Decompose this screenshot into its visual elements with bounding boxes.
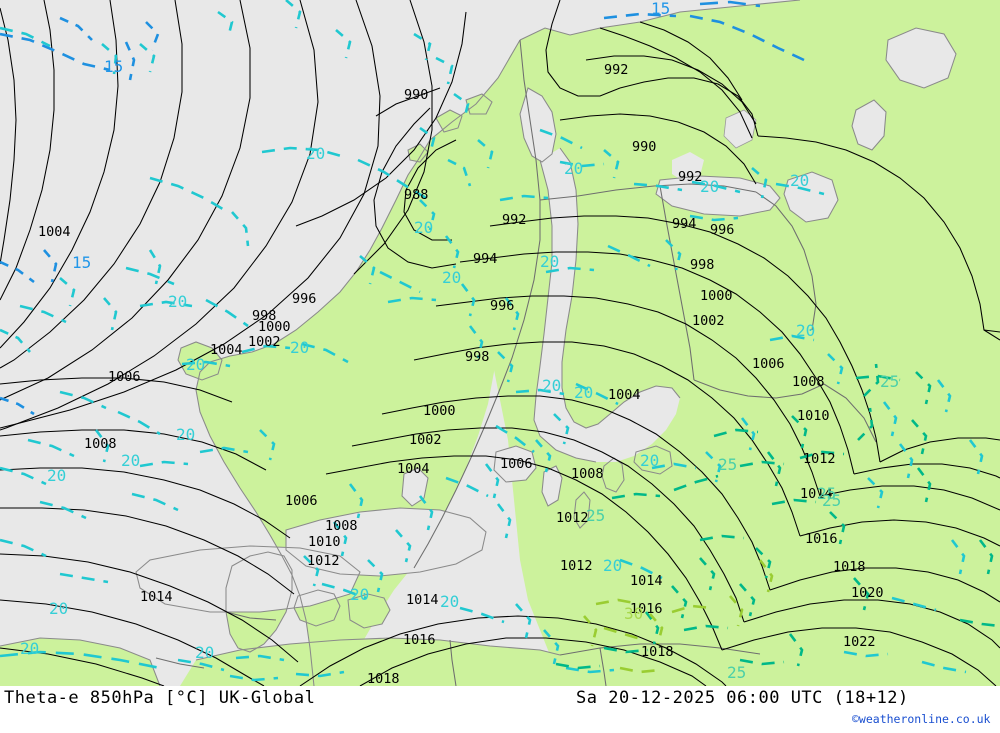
- isobar-label: 1008: [792, 374, 825, 390]
- isobar-label: 1006: [500, 456, 533, 472]
- theta-e-label-15: 15: [72, 253, 91, 272]
- isobar-label: 998: [690, 257, 714, 273]
- theta-e-label-20: 20: [350, 585, 369, 604]
- theta-e-label-20: 20: [186, 355, 205, 374]
- theta-e-label-20: 20: [47, 466, 66, 485]
- theta-e-label-20: 20: [306, 144, 325, 163]
- theta-e-label-25: 25: [718, 455, 737, 474]
- isobar-label: 996: [490, 298, 514, 314]
- theta-e-label-25: 25: [817, 484, 836, 503]
- isobar-label: 1000: [700, 288, 733, 304]
- isobar-label: 1008: [325, 518, 358, 534]
- theta-e-label-group: 15 15 15 20 20 20 20 20 20 20 20 20 20 20 20 20 20 20 20 20…: [20, 0, 899, 682]
- isobar-label: 1006: [285, 493, 318, 509]
- copyright-notice: ©weatheronline.co.uk: [852, 712, 991, 726]
- isobar-layer: [0, 0, 1000, 686]
- theta-e-label-20: 20: [414, 218, 433, 237]
- isobar-label: 1010: [308, 534, 341, 550]
- theta-e-label-20: 20: [442, 268, 461, 287]
- theta-e-label-20: 20: [540, 252, 559, 271]
- isobar-label: 990: [404, 87, 428, 103]
- isobar-label: 1016: [805, 531, 838, 547]
- isobar-label: 1002: [409, 432, 442, 448]
- theta-e-label-20: 20: [790, 171, 809, 190]
- isobar-label: 998: [252, 308, 276, 324]
- isobar-label: 996: [292, 291, 316, 307]
- isobar-label: 1014: [406, 592, 439, 608]
- theta-e-30-contours: [583, 559, 774, 674]
- isobar-label: 1000: [258, 319, 291, 335]
- isobar-label: 1004: [210, 342, 243, 358]
- isobar-label: 992: [604, 62, 628, 78]
- isobar-label: 1012: [556, 510, 589, 526]
- isobar-label: 1004: [608, 387, 641, 403]
- theta-e-label-20: 20: [796, 321, 815, 340]
- theta-e-label-20: 20: [574, 383, 593, 402]
- theta-e-label-20: 20: [440, 592, 459, 611]
- theta-e-label-15: 15: [651, 0, 670, 18]
- isobar-label: 1008: [571, 466, 604, 482]
- isobar-label: 1002: [248, 334, 281, 350]
- theta-e-label-20: 20: [542, 376, 561, 395]
- isobar-label: 1012: [560, 558, 593, 574]
- theta-e-label-20: 20: [121, 451, 140, 470]
- isobar-label: 1014: [140, 589, 173, 605]
- theta-e-label-30: 30: [624, 604, 643, 623]
- isobar-label: 1012: [307, 553, 340, 569]
- border-layer: [155, 39, 877, 686]
- theta-e-label-20: 20: [176, 425, 195, 444]
- chart-title: Theta-e 850hPa [°C] UK-Global: [4, 688, 316, 708]
- theta-e-label-15: 15: [104, 57, 123, 76]
- theta-e-label-25: 25: [880, 372, 899, 391]
- isobar-label: 992: [678, 169, 702, 185]
- isobar-label: 1008: [84, 436, 117, 452]
- theta-e-label-20: 20: [640, 451, 659, 470]
- theta-e-label-25: 25: [822, 491, 841, 510]
- isobar-label: 1014: [630, 573, 663, 589]
- theta-e-label-20: 20: [700, 177, 719, 196]
- isobar-label: 1018: [641, 644, 674, 660]
- isobar-label: 1018: [367, 671, 400, 686]
- theta-e-label-20: 20: [603, 556, 622, 575]
- isobar-label: 1014: [800, 486, 833, 502]
- isobar-label: 998: [465, 349, 489, 365]
- isobar-label: 996: [710, 222, 734, 238]
- theta-e-label-20: 20: [290, 338, 309, 357]
- isobar-label-group: 1004 1004 1006 1006 1008 1008 1014 1014 990 990 98…: [38, 62, 884, 686]
- theta-e-label-20: 20: [49, 599, 68, 618]
- theta-e-15-contours: [0, 0, 805, 416]
- isobar-label: 1020: [851, 585, 884, 601]
- theta-e-label-25: 25: [727, 663, 746, 682]
- theta-e-label-20: 20: [20, 639, 39, 658]
- chart-footer: Theta-e 850hPa [°C] UK-Global Sa 20-12-2…: [0, 686, 1000, 733]
- isobar-label: 990: [632, 139, 656, 155]
- isobar-label: 992: [502, 212, 526, 228]
- isobar-label: 1012: [803, 451, 836, 467]
- isobar-label: 994: [672, 216, 696, 232]
- isobar-label: 1002: [692, 313, 725, 329]
- theta-e-25-contours: [555, 363, 1000, 670]
- isobar-label: 994: [473, 251, 497, 267]
- isobar-label: 1010: [797, 408, 830, 424]
- isobar-label: 1016: [403, 632, 436, 648]
- chart-valid-time: Sa 20-12-2025 06:00 UTC (18+12): [576, 688, 909, 708]
- theta-e-label-20: 20: [195, 643, 214, 662]
- weather-map[interactable]: 1004 1004 1006 1006 1008 1008 1014 1014 990 990 98…: [0, 0, 1000, 686]
- isobar-label: 988: [404, 187, 428, 203]
- isobar-label: 1022: [843, 634, 876, 650]
- isobar-label: 1006: [108, 369, 141, 385]
- theta-e-layer: [0, 0, 1000, 682]
- isobar-label: 1018: [833, 559, 866, 575]
- theta-e-label-20: 20: [564, 159, 583, 178]
- theta-e-20-contours: [0, 0, 984, 682]
- isobar-label: 1004: [397, 461, 430, 477]
- isobar-label: 1000: [423, 403, 456, 419]
- theta-e-label-20: 20: [168, 292, 187, 311]
- theta-e-label-25: 25: [586, 506, 605, 525]
- isobar-label: 1016: [630, 601, 663, 617]
- isobar-label: 1004: [38, 224, 71, 240]
- isobar-label: 1006: [752, 356, 785, 372]
